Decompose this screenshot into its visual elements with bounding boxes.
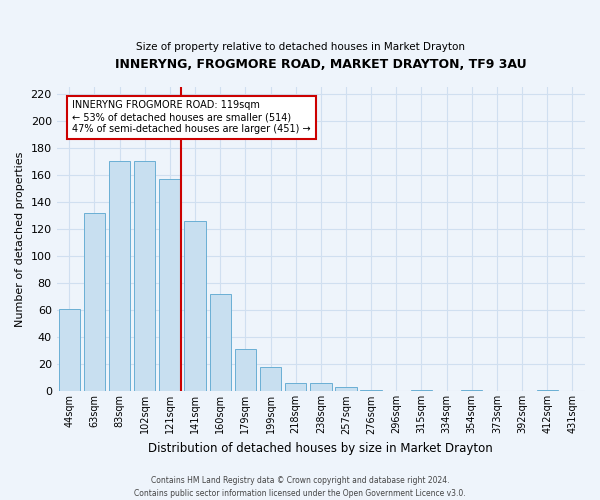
Text: Size of property relative to detached houses in Market Drayton: Size of property relative to detached ho… <box>136 42 464 52</box>
Bar <box>285 384 307 392</box>
Bar <box>335 388 356 392</box>
X-axis label: Distribution of detached houses by size in Market Drayton: Distribution of detached houses by size … <box>148 442 493 455</box>
Y-axis label: Number of detached properties: Number of detached properties <box>15 152 25 327</box>
Bar <box>159 179 181 392</box>
Bar <box>184 221 206 392</box>
Bar <box>260 367 281 392</box>
Title: INNERYNG, FROGMORE ROAD, MARKET DRAYTON, TF9 3AU: INNERYNG, FROGMORE ROAD, MARKET DRAYTON,… <box>115 58 527 70</box>
Bar <box>310 384 332 392</box>
Bar <box>209 294 231 392</box>
Bar <box>361 390 382 392</box>
Bar <box>411 390 432 392</box>
Bar <box>59 309 80 392</box>
Text: INNERYNG FROGMORE ROAD: 119sqm
← 53% of detached houses are smaller (514)
47% of: INNERYNG FROGMORE ROAD: 119sqm ← 53% of … <box>72 100 311 134</box>
Text: Contains HM Land Registry data © Crown copyright and database right 2024.
Contai: Contains HM Land Registry data © Crown c… <box>134 476 466 498</box>
Bar <box>109 162 130 392</box>
Bar <box>134 162 155 392</box>
Bar <box>235 350 256 392</box>
Bar <box>536 390 558 392</box>
Bar <box>84 213 105 392</box>
Bar <box>461 390 482 392</box>
